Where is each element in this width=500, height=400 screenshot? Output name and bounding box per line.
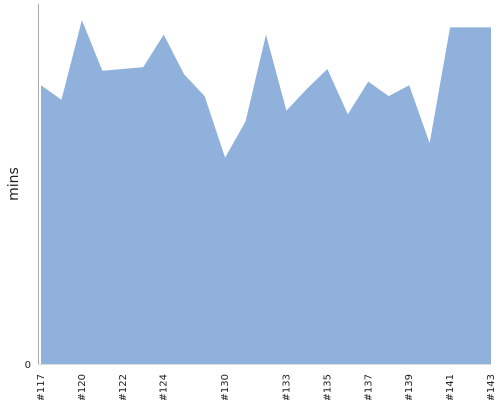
x-tick-label: #135 xyxy=(322,374,333,400)
x-tick-label: #117 xyxy=(36,374,47,400)
x-axis-ticks: #117 #120 #122 #124 #130 #133 #135 #137 #139 #141… xyxy=(36,374,497,400)
y-axis-label: mins xyxy=(6,167,22,201)
x-tick-label: #143 xyxy=(486,374,497,400)
y-axis-ticks: 0 xyxy=(25,360,31,371)
x-tick-label: #133 xyxy=(281,374,292,400)
x-tick-label: #122 xyxy=(118,374,129,400)
y-tick-label: 0 xyxy=(25,360,31,371)
x-tick-label: #130 xyxy=(220,374,231,400)
x-tick-label: #139 xyxy=(404,374,415,400)
x-tick-label: #137 xyxy=(363,374,374,400)
x-tick-label: #141 xyxy=(445,374,456,400)
x-tick-label: #124 xyxy=(159,374,170,400)
x-tick-label: #120 xyxy=(77,374,88,400)
area-series xyxy=(41,20,491,364)
